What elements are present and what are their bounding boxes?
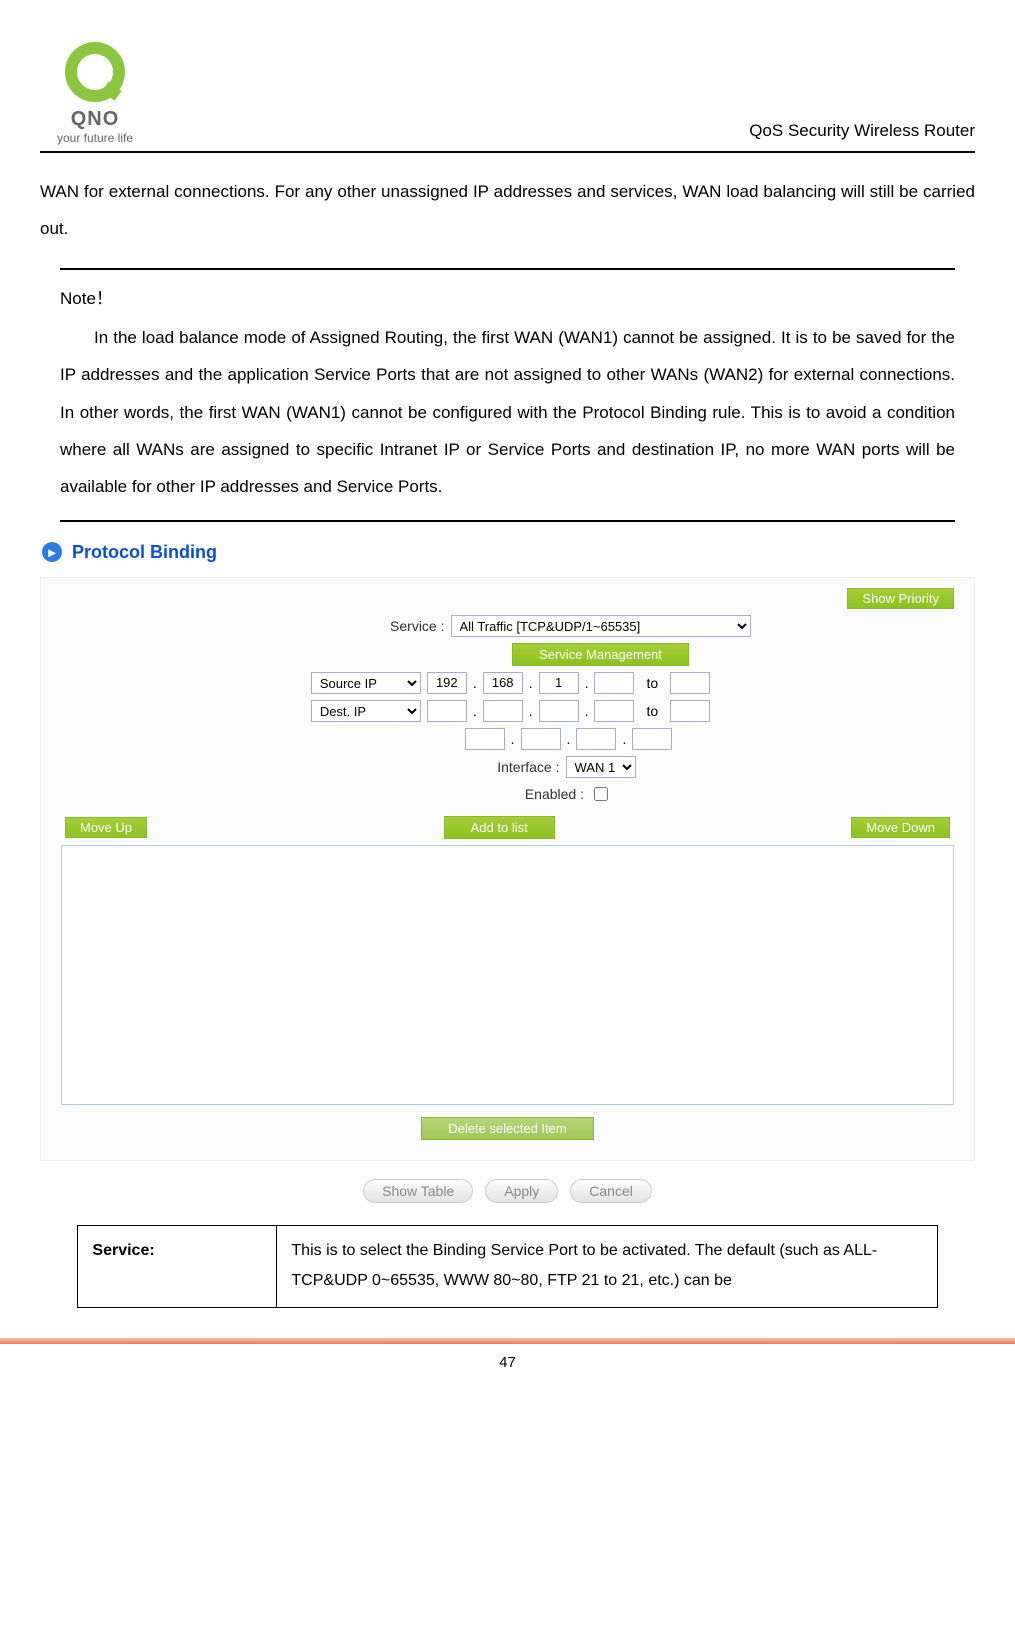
service-description-table: Service: This is to select the Binding S…: [77, 1225, 937, 1308]
dest-ip-oct3[interactable]: [539, 700, 579, 722]
protocol-binding-panel: Show Priority Service : All Traffic [TCP…: [40, 577, 975, 1161]
interface-label: Interface :: [380, 759, 560, 775]
service-management-button[interactable]: Service Management: [512, 643, 689, 666]
delete-selected-button[interactable]: Delete selected Item: [421, 1117, 594, 1140]
doc-title: QoS Security Wireless Router: [749, 121, 975, 145]
dest-ip-type-select[interactable]: Dest. IP: [311, 700, 421, 722]
source-ip-type-select[interactable]: Source IP: [311, 672, 421, 694]
protocol-binding-header: ▸ Protocol Binding: [42, 542, 975, 563]
dest-ip-oct2[interactable]: [483, 700, 523, 722]
apply-button[interactable]: Apply: [485, 1179, 558, 1203]
src-ip-oct4[interactable]: [594, 672, 634, 694]
to-label-1: to: [646, 675, 658, 691]
service-label: Service :: [265, 618, 445, 634]
logo-brand: QNO: [40, 108, 150, 131]
binding-form: Service : All Traffic [TCP&UDP/1~65535] …: [61, 615, 954, 804]
src-ip-oct1[interactable]: [427, 672, 467, 694]
protocol-binding-title: Protocol Binding: [72, 542, 217, 563]
src-ip-to[interactable]: [670, 672, 710, 694]
page-number: 47: [0, 1354, 1015, 1371]
add-to-list-button[interactable]: Add to list: [444, 816, 555, 839]
move-up-button[interactable]: Move Up: [65, 817, 147, 838]
enabled-checkbox[interactable]: [594, 787, 608, 801]
dest2-ip-oct4[interactable]: [632, 728, 672, 750]
src-ip-oct3[interactable]: [539, 672, 579, 694]
intro-paragraph: WAN for external connections. For any ot…: [40, 173, 975, 248]
header-rule: [40, 151, 975, 153]
desc-value: This is to select the Binding Service Po…: [277, 1225, 937, 1307]
dest2-ip-oct2[interactable]: [521, 728, 561, 750]
cancel-button[interactable]: Cancel: [570, 1179, 652, 1203]
to-label-2: to: [646, 703, 658, 719]
show-table-button[interactable]: Show Table: [363, 1179, 473, 1203]
logo-q-icon: [60, 40, 130, 110]
note-body: In the load balance mode of Assigned Rou…: [60, 319, 955, 506]
logo-tagline: your future life: [40, 131, 150, 145]
service-select[interactable]: All Traffic [TCP&UDP/1~65535]: [451, 615, 751, 637]
note-title: Note！: [60, 284, 955, 309]
dest-ip-oct1[interactable]: [427, 700, 467, 722]
logo: QNO your future life: [40, 40, 150, 145]
protocol-binding-section: ▸ Protocol Binding Show Priority Service…: [40, 542, 975, 1203]
desc-key: Service:: [78, 1225, 277, 1307]
enabled-label: Enabled :: [404, 786, 584, 802]
show-priority-button[interactable]: Show Priority: [847, 588, 954, 609]
binding-listbox[interactable]: [61, 845, 954, 1105]
dest2-ip-oct3[interactable]: [576, 728, 616, 750]
dest-ip-to[interactable]: [670, 700, 710, 722]
footer-rule: [0, 1338, 1015, 1344]
note-box: Note！ In the load balance mode of Assign…: [60, 268, 955, 522]
move-down-button[interactable]: Move Down: [851, 817, 950, 838]
chevron-right-icon: ▸: [42, 542, 62, 562]
dest2-ip-oct1[interactable]: [465, 728, 505, 750]
interface-select[interactable]: WAN 1: [566, 756, 636, 778]
dest-ip-oct4[interactable]: [594, 700, 634, 722]
src-ip-oct2[interactable]: [483, 672, 523, 694]
